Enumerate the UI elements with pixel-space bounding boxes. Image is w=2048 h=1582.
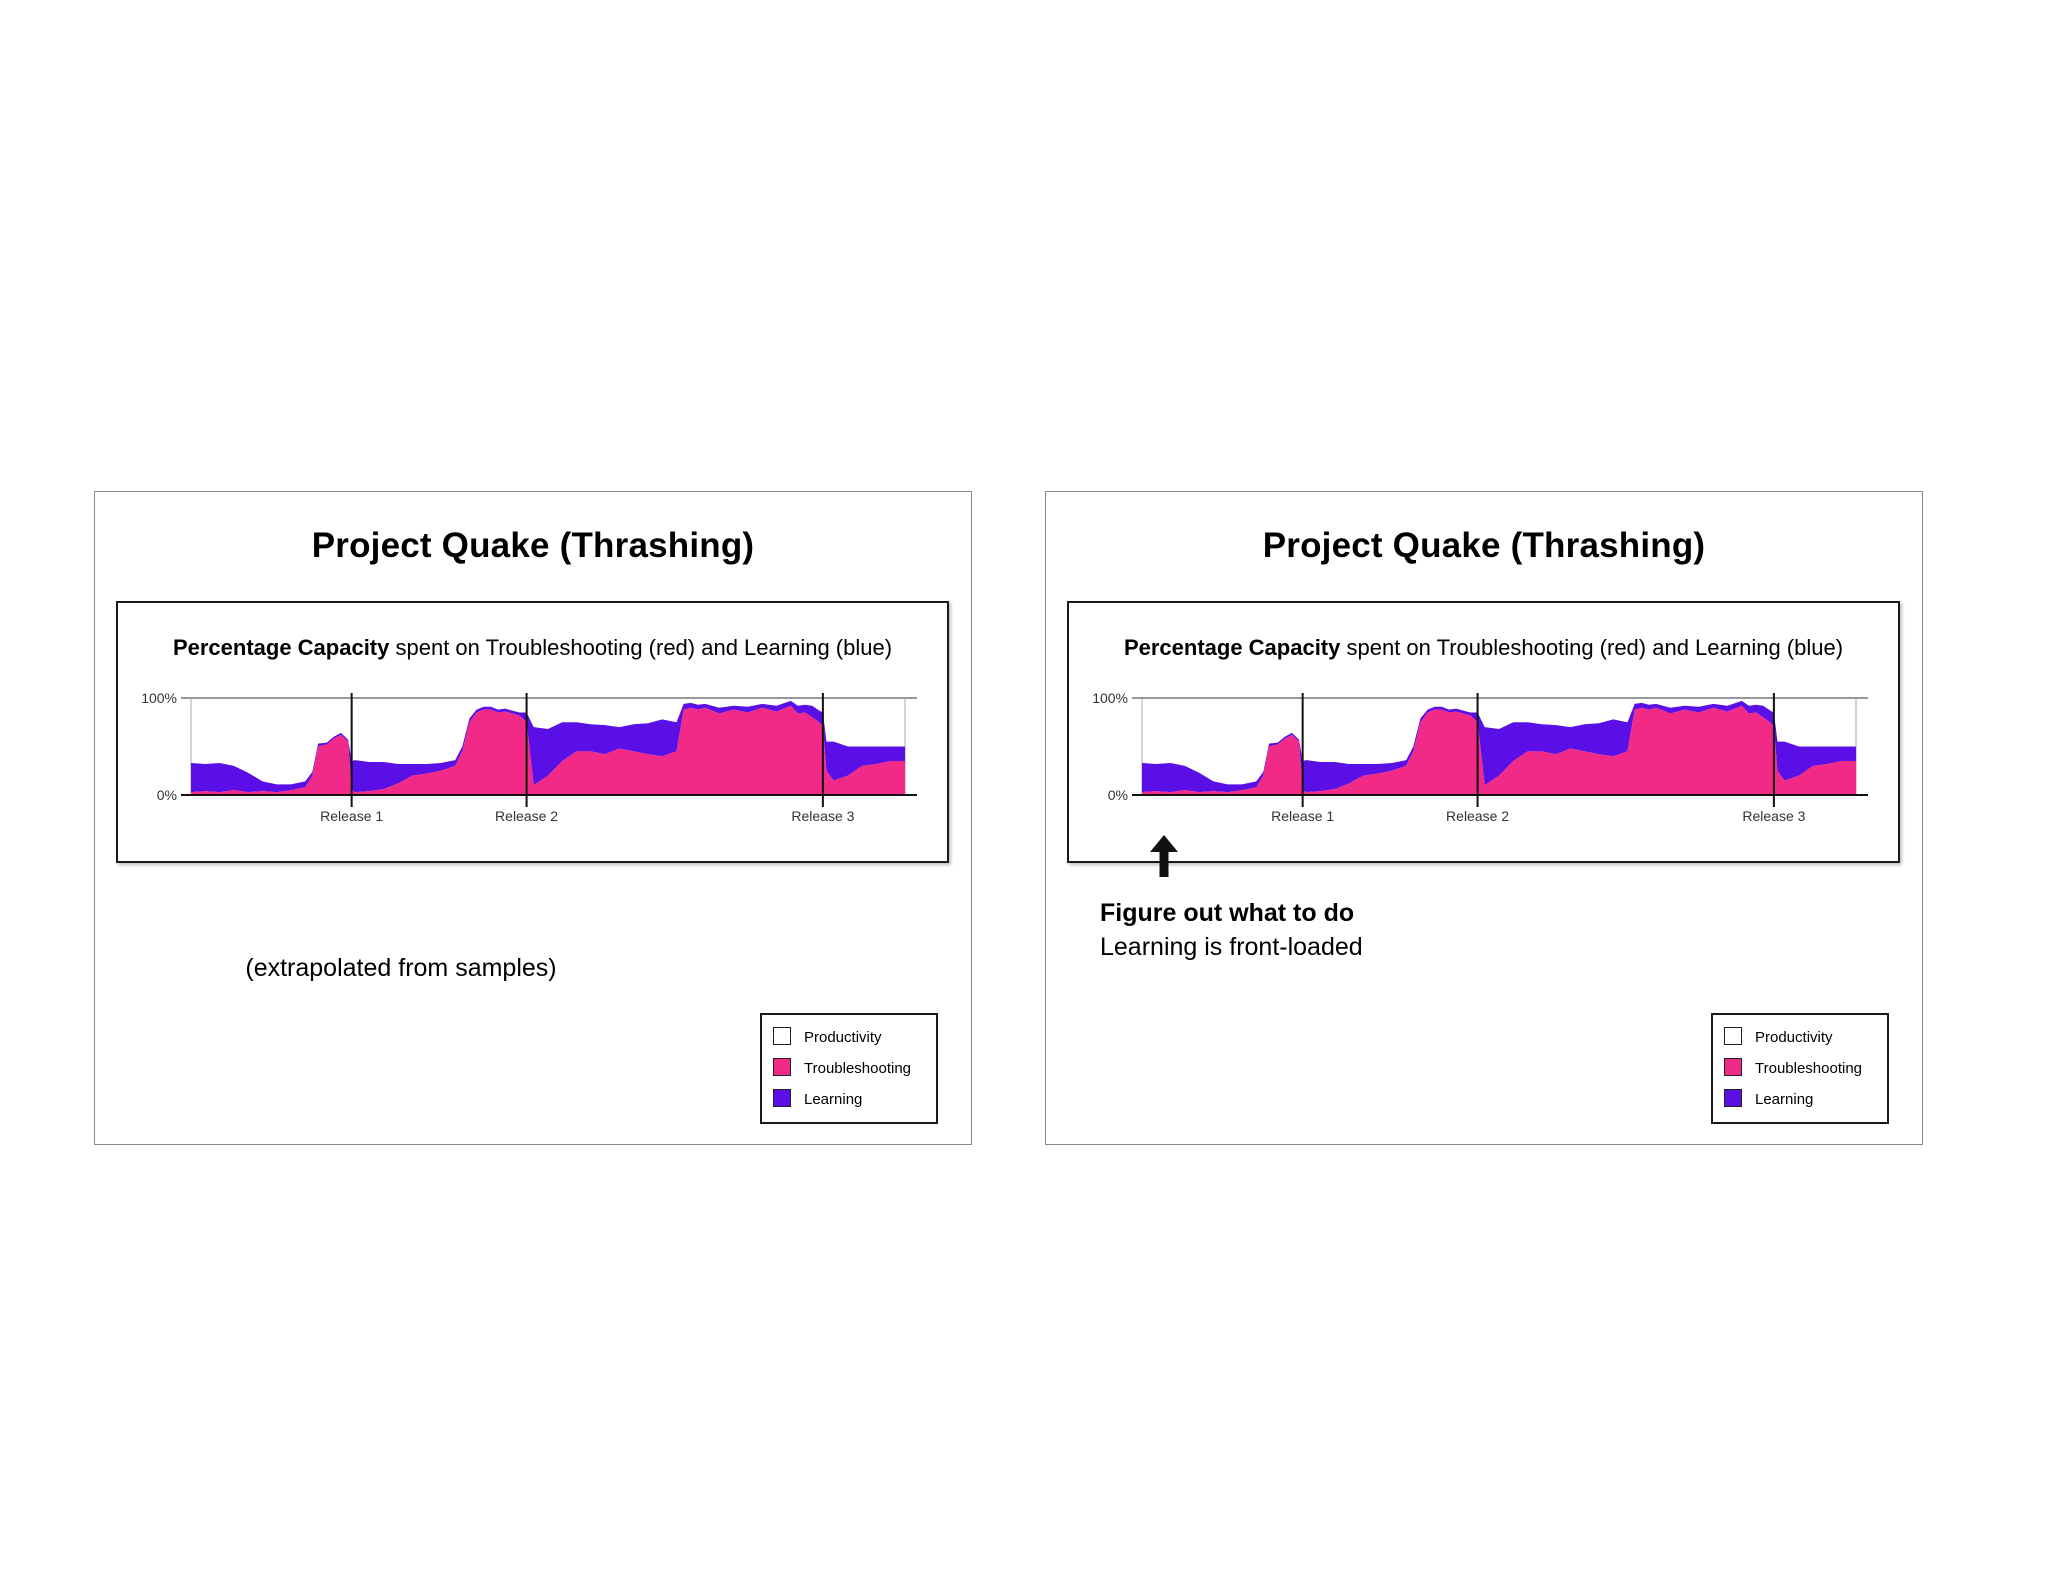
legend-label-troubleshooting: Troubleshooting: [1755, 1060, 1863, 1077]
legend-swatch-troubleshooting: [773, 1058, 791, 1076]
chart-panel: Percentage Capacity spent on Troubleshoo…: [116, 601, 949, 863]
chart-panel: Percentage Capacity spent on Troubleshoo…: [1067, 601, 1900, 863]
legend: Productivity Troubleshooting Learning: [760, 1013, 938, 1124]
chart-heading-rest: spent on Troubleshooting (red) and Learn…: [389, 635, 893, 660]
chart-heading: Percentage Capacity spent on Troubleshoo…: [118, 635, 947, 661]
legend-swatch-learning: [1724, 1089, 1742, 1107]
note-title: Figure out what to do: [1100, 899, 1355, 927]
legend-swatch-productivity: [773, 1027, 791, 1045]
slide-right: Project Quake (Thrashing) Percentage Cap…: [1045, 491, 1923, 1145]
series-area-learning: [1142, 700, 1856, 793]
release-label-3: Release 3: [791, 808, 854, 824]
legend-label-learning: Learning: [1755, 1091, 1814, 1108]
slide-left: Project Quake (Thrashing) Percentage Cap…: [94, 491, 972, 1145]
legend-swatch-troubleshooting: [1724, 1058, 1742, 1076]
slide-title: Project Quake (Thrashing): [311, 526, 755, 565]
y-tick-label-100: 100%: [1092, 690, 1128, 706]
legend: Productivity Troubleshooting Learning: [1711, 1013, 1889, 1124]
legend-label-productivity: Productivity: [804, 1029, 882, 1046]
up-arrow-icon: [1150, 835, 1178, 877]
chart-heading-bold: Percentage Capacity: [1123, 635, 1341, 660]
legend-label-productivity: Productivity: [1755, 1029, 1833, 1046]
release-label-1: Release 1: [1271, 808, 1334, 824]
legend-label-troubleshooting: Troubleshooting: [804, 1060, 912, 1077]
chart-heading: Percentage Capacity spent on Troubleshoo…: [1069, 635, 1898, 661]
legend-swatch-productivity: [1724, 1027, 1742, 1045]
slide-title: Project Quake (Thrashing): [1262, 526, 1706, 565]
release-label-2: Release 2: [495, 808, 558, 824]
area-chart: 100% 0% Release 1 Release 2 Release 3: [141, 690, 917, 824]
legend-label-learning: Learning: [804, 1091, 863, 1108]
release-label-3: Release 3: [1742, 808, 1805, 824]
release-label-2: Release 2: [1446, 808, 1509, 824]
y-tick-label-0: 0%: [157, 787, 177, 803]
caption: (extrapolated from samples): [245, 954, 557, 982]
area-chart: 100% 0% Release 1 Release 2 Release 3: [1092, 690, 1868, 824]
chart-heading-rest: spent on Troubleshooting (red) and Learn…: [1340, 635, 1844, 660]
series-area-troubleshooting: [191, 705, 905, 795]
release-label-1: Release 1: [320, 808, 383, 824]
series-area-troubleshooting: [1142, 705, 1856, 795]
note-subtitle: Learning is front-loaded: [1100, 933, 1363, 961]
series-area-learning: [191, 700, 905, 793]
y-tick-label-0: 0%: [1108, 787, 1128, 803]
chart-heading-bold: Percentage Capacity: [172, 635, 390, 660]
y-tick-label-100: 100%: [141, 690, 177, 706]
legend-swatch-learning: [773, 1089, 791, 1107]
